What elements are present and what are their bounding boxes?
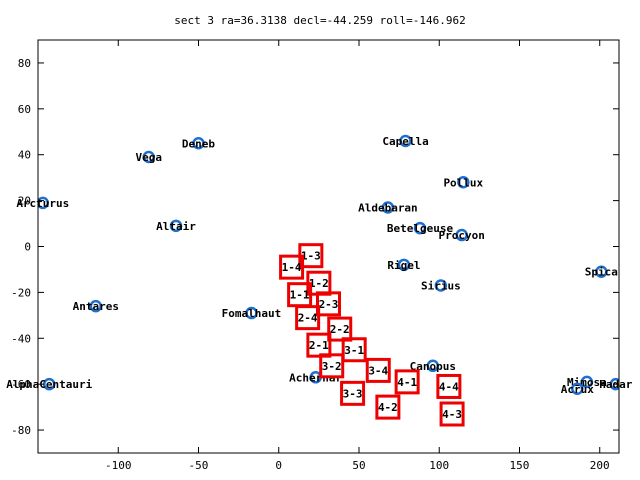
star-label: Canopus: [410, 360, 456, 373]
sector-box: [436, 373, 462, 399]
x-tick-label: 100: [429, 459, 449, 472]
sector-label: 2-4: [298, 312, 318, 325]
star-label: Sirius: [421, 280, 461, 293]
x-tick-label: -100: [105, 459, 132, 472]
sector-label: 3-4: [368, 364, 388, 377]
star-marker: [434, 279, 448, 292]
sector-label: 2-3: [319, 298, 339, 311]
star-label: Spica: [585, 266, 618, 279]
sector-box: [439, 401, 465, 427]
star-label: Rigel: [387, 259, 420, 272]
sector-box: [319, 353, 345, 379]
sector-label: 4-1: [397, 376, 417, 389]
y-tick-label: -20: [11, 286, 31, 299]
y-tick-label: 0: [24, 241, 31, 254]
star-marker: [245, 306, 258, 320]
star-marker: [169, 219, 183, 233]
sector-label: 4-2: [378, 401, 398, 414]
star-marker: [38, 196, 50, 210]
star-marker: [455, 228, 468, 242]
y-tick-label: 40: [18, 149, 31, 162]
star-label: Altair: [156, 220, 196, 233]
y-tick-label: -80: [11, 424, 31, 437]
sector-box: [394, 369, 420, 395]
x-tick-label: 150: [510, 459, 530, 472]
star-marker: [595, 265, 608, 278]
star-marker: [399, 134, 412, 148]
star-marker: [413, 221, 427, 235]
star-label: Aldebaran: [358, 201, 418, 214]
y-tick-label: 20: [18, 195, 31, 208]
star-label: AlphaCentauri: [6, 378, 92, 391]
sector-box: [306, 332, 332, 358]
star-label: Mimosa: [567, 376, 607, 389]
y-tick-label: 80: [18, 57, 31, 70]
star-marker: [580, 375, 594, 389]
star-label: Achernar: [289, 371, 342, 384]
sector-label: 3-3: [343, 387, 363, 400]
star-marker: [192, 137, 205, 150]
star-marker: [397, 258, 411, 272]
star-label: Vega: [135, 151, 162, 164]
sector-label: 1-4: [282, 261, 302, 274]
x-tick-label: 0: [275, 459, 282, 472]
star-label: Acrux: [561, 383, 594, 396]
sector-label: 1-2: [309, 277, 329, 290]
plot-area: Deneb Vega Arcturus Altair Antares Fomalhaut A…: [6, 134, 633, 427]
sector-box: [279, 254, 305, 280]
star-label: Deneb: [182, 137, 215, 150]
axes-frame: [37, 39, 620, 454]
sector-box: [316, 291, 341, 317]
sector-label: 2-1: [309, 339, 329, 352]
x-tick-label: 200: [590, 459, 610, 472]
star-label: Pollux: [443, 176, 483, 189]
x-tick-label: 50: [352, 459, 365, 472]
star-label: Fomalhaut: [222, 307, 282, 320]
sector-box: [327, 316, 353, 342]
sector-box: [340, 380, 366, 406]
sector-label: 1-1: [290, 289, 310, 302]
star-marker: [142, 150, 155, 164]
star-marker: [426, 359, 440, 373]
sector-label: 3-1: [344, 344, 364, 357]
star-marker: [609, 377, 619, 391]
sector-label: 2-2: [330, 323, 350, 336]
axis-ticks: -100 -50 0 50 100 150 200 -80 -60 -40 -20 0 20 40 60 80: [11, 40, 619, 472]
sector-label: 4-4: [439, 380, 459, 393]
star-label: Betelgeuse: [387, 222, 454, 235]
chart-title: sect 3 ra=36.3138 decl=-44.259 roll=-146…: [174, 14, 465, 27]
star-marker: [457, 176, 470, 189]
y-tick-label: 60: [18, 103, 31, 116]
y-tick-label: -40: [11, 332, 31, 345]
star-marker: [42, 377, 56, 391]
sector-label: 4-3: [442, 408, 462, 421]
sector-label: 3-2: [322, 360, 342, 373]
star-label: Arcturus: [16, 197, 69, 210]
sector-box: [375, 394, 401, 420]
sector-box: [365, 357, 391, 383]
star-label: Antares: [73, 300, 119, 313]
star-label: Procyon: [439, 229, 485, 242]
star-label: Capella: [382, 135, 428, 148]
star-marker: [571, 382, 584, 396]
sector-label: 1-3: [301, 250, 321, 263]
star-marker: [89, 299, 103, 313]
y-tick-label: -60: [11, 378, 31, 391]
sector-box: [341, 337, 367, 363]
star-marker: [381, 201, 395, 214]
sector-box: [295, 305, 321, 331]
x-tick-label: -50: [189, 459, 209, 472]
